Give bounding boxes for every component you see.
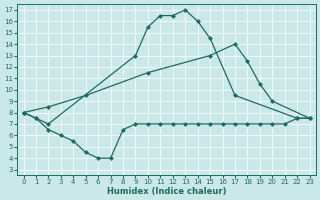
X-axis label: Humidex (Indice chaleur): Humidex (Indice chaleur) <box>107 187 226 196</box>
